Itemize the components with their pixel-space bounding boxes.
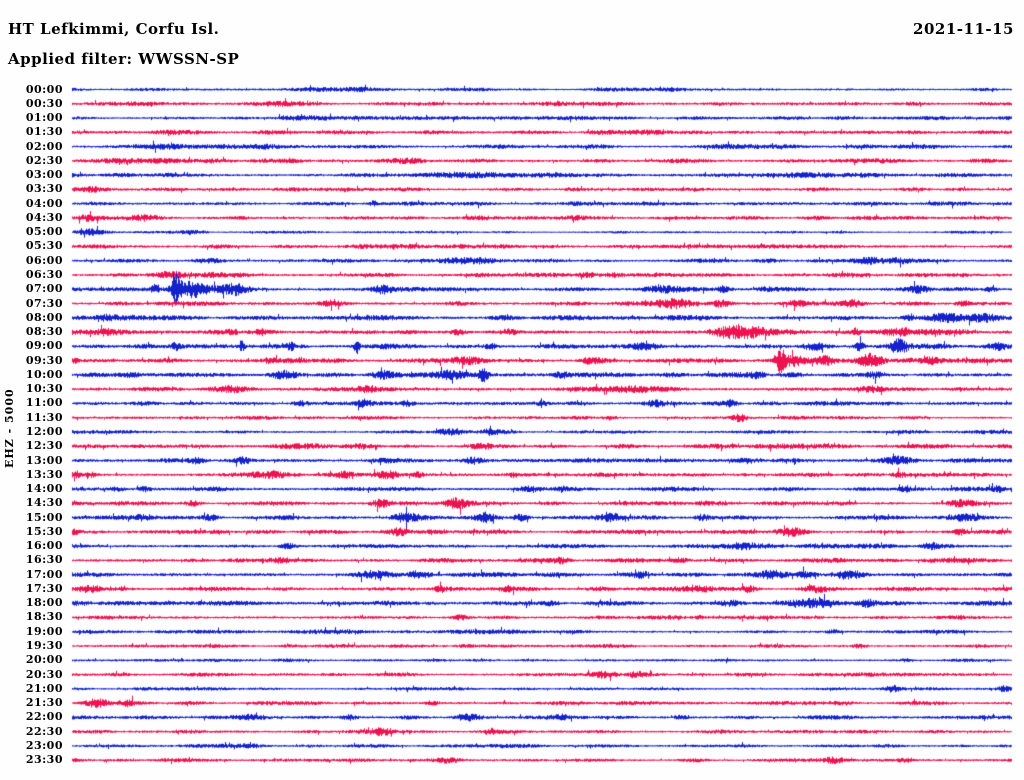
time-label: 16:30	[25, 553, 63, 567]
time-label: 12:00	[25, 424, 63, 438]
time-label: 03:00	[25, 168, 63, 182]
time-label: 09:00	[25, 339, 63, 353]
time-label: 01:00	[25, 111, 63, 125]
time-label: 14:30	[25, 496, 63, 510]
time-label: 16:00	[25, 539, 63, 553]
time-label: 10:00	[25, 367, 63, 381]
time-label: 17:30	[25, 581, 63, 595]
time-label: 01:30	[25, 125, 63, 139]
time-label: 11:00	[25, 396, 63, 410]
time-label: 19:30	[25, 639, 63, 653]
time-label: 02:30	[25, 153, 63, 167]
time-label: 17:00	[25, 567, 63, 581]
time-label: 07:30	[25, 296, 63, 310]
time-label: 08:30	[25, 325, 63, 339]
time-label: 21:00	[25, 681, 63, 695]
time-label: 14:00	[25, 482, 63, 496]
time-label: 13:00	[25, 453, 63, 467]
time-label: 20:30	[25, 667, 63, 681]
time-label: 23:00	[25, 738, 63, 752]
time-label: 03:30	[25, 182, 63, 196]
time-label: 18:30	[25, 610, 63, 624]
time-label: 08:00	[25, 310, 63, 324]
time-label: 23:30	[25, 753, 63, 767]
time-label: 20:00	[25, 653, 63, 667]
time-label: 04:30	[25, 210, 63, 224]
time-label: 22:00	[25, 710, 63, 724]
time-label: 00:30	[25, 96, 63, 110]
time-label: 09:30	[25, 353, 63, 367]
time-label: 10:30	[25, 382, 63, 396]
time-label: 15:30	[25, 524, 63, 538]
time-label: 11:30	[25, 410, 63, 424]
time-label: 07:00	[25, 282, 63, 296]
time-label: 12:30	[25, 439, 63, 453]
time-labels-column: 00:00 00:30 01:00 01:30 02:00 02:30 03:00 03:30…	[0, 0, 64, 780]
time-label: 13:30	[25, 467, 63, 481]
time-label: 19:00	[25, 624, 63, 638]
time-label: 06:00	[25, 253, 63, 267]
time-label: 00:00	[25, 82, 63, 96]
time-label: 05:30	[25, 239, 63, 253]
time-label: 18:00	[25, 596, 63, 610]
time-label: 06:30	[25, 268, 63, 281]
time-label: 04:00	[25, 196, 63, 210]
time-label: 22:30	[25, 724, 63, 738]
time-label: 05:00	[25, 225, 63, 239]
time-label: 21:30	[25, 696, 63, 710]
time-label: 15:00	[25, 510, 63, 524]
time-label: 02:00	[25, 139, 63, 153]
